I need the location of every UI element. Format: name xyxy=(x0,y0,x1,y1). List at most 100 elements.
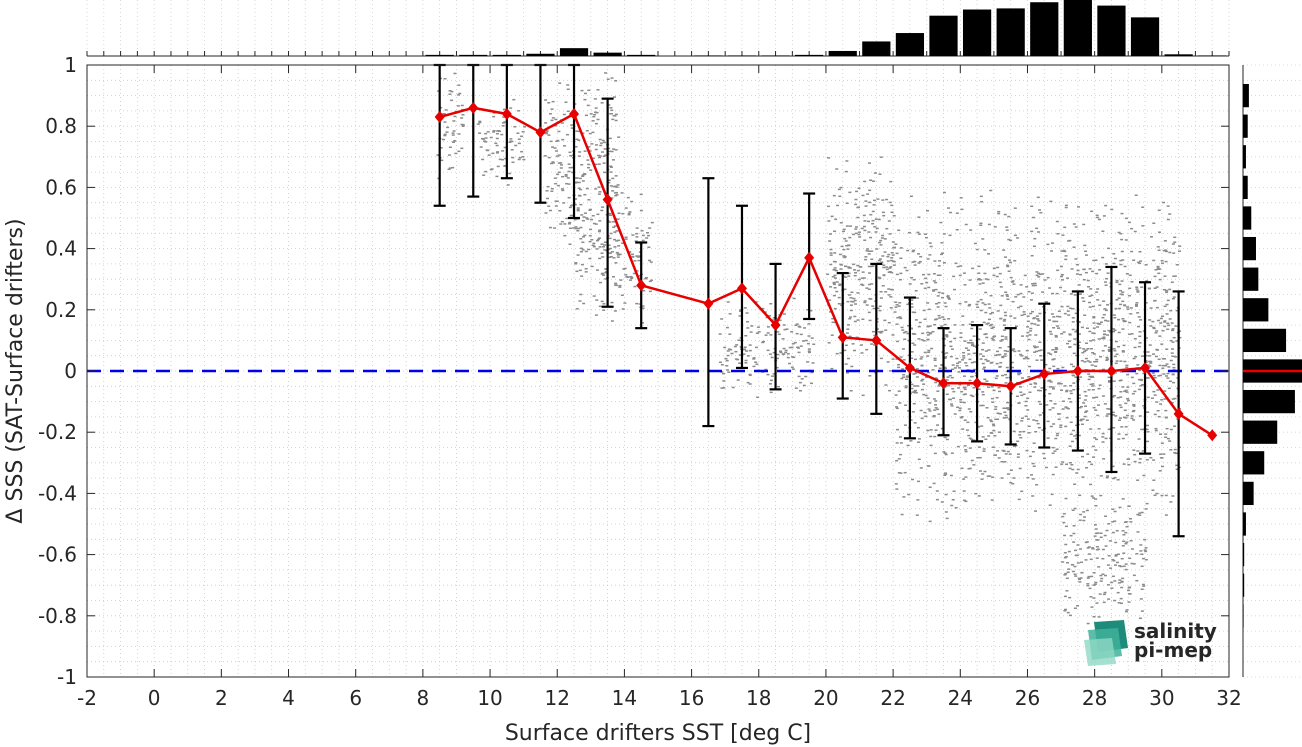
scatter-point xyxy=(911,342,915,344)
scatter-point xyxy=(1066,611,1070,614)
scatter-point xyxy=(799,345,803,347)
scatter-point xyxy=(1130,281,1134,283)
scatter-point xyxy=(1128,557,1132,560)
scatter-point xyxy=(1026,418,1030,420)
scatter-point xyxy=(863,300,867,302)
scatter-point xyxy=(949,474,953,477)
scatter-point xyxy=(743,346,747,348)
scatter-point xyxy=(1061,561,1065,563)
scatter-point xyxy=(984,291,988,294)
scatter-point xyxy=(1118,379,1122,382)
scatter-point xyxy=(544,99,548,101)
scatter-point xyxy=(615,186,619,188)
scatter-point xyxy=(971,343,975,346)
scatter-point xyxy=(1126,398,1130,400)
scatter-point xyxy=(1012,348,1016,350)
scatter-point xyxy=(949,345,953,348)
scatter-point xyxy=(443,121,447,123)
scatter-point xyxy=(1092,571,1096,574)
scatter-point xyxy=(487,154,491,156)
scatter-point xyxy=(501,150,505,152)
scatter-point xyxy=(1124,426,1128,428)
scatter-point xyxy=(1128,518,1132,520)
mean-marker xyxy=(636,279,647,292)
scatter-point xyxy=(1005,226,1009,228)
scatter-point xyxy=(574,182,578,184)
scatter-point xyxy=(1160,494,1164,497)
scatter-point xyxy=(1157,249,1161,252)
scatter-point xyxy=(904,385,908,387)
scatter-point xyxy=(969,339,973,342)
scatter-point xyxy=(846,328,850,330)
scatter-point xyxy=(955,228,959,231)
scatter-point xyxy=(878,305,882,307)
right-hist-bar xyxy=(1243,145,1246,169)
scatter-point xyxy=(551,117,555,119)
scatter-point xyxy=(1046,243,1050,246)
scatter-point xyxy=(1002,320,1006,322)
x-tick-label: 14 xyxy=(612,686,637,710)
scatter-point xyxy=(978,470,982,472)
scatter-point xyxy=(1027,338,1031,341)
scatter-point xyxy=(1127,399,1131,402)
scatter-point xyxy=(1088,361,1092,363)
scatter-point xyxy=(1089,558,1093,561)
scatter-point xyxy=(1161,201,1165,204)
scatter-point xyxy=(1130,250,1134,253)
scatter-point xyxy=(951,388,955,390)
scatter-point xyxy=(592,222,596,225)
scatter-point xyxy=(1174,452,1178,455)
scatter-point xyxy=(926,334,930,336)
scatter-point xyxy=(590,218,594,221)
scatter-point xyxy=(1173,448,1177,451)
scatter-point xyxy=(574,145,578,148)
scatter-point xyxy=(1138,335,1142,338)
scatter-point xyxy=(1104,204,1108,207)
scatter-point xyxy=(1074,575,1078,577)
scatter-point xyxy=(850,300,854,303)
scatter-point xyxy=(1013,350,1017,353)
scatter-point xyxy=(553,125,557,127)
scatter-point xyxy=(847,275,851,277)
scatter-point xyxy=(960,208,964,211)
scatter-point xyxy=(1140,511,1144,514)
scatter-point xyxy=(563,145,567,147)
top-hist-bar xyxy=(627,54,656,56)
scatter-point xyxy=(1048,379,1052,382)
scatter-point xyxy=(1101,256,1105,259)
scatter-point xyxy=(940,363,944,366)
scatter-point xyxy=(1106,320,1110,322)
scatter-point xyxy=(838,253,842,256)
scatter-point xyxy=(1092,584,1096,586)
scatter-point xyxy=(1005,376,1009,379)
x-tick-label: 24 xyxy=(948,686,973,710)
scatter-point xyxy=(1136,261,1140,264)
scatter-point xyxy=(1035,359,1039,361)
scatter-point xyxy=(999,340,1003,342)
scatter-point xyxy=(1049,353,1053,355)
scatter-point xyxy=(886,260,890,262)
y-tick-label: 0 xyxy=(64,359,77,383)
scatter-point xyxy=(1076,605,1080,607)
scatter-point xyxy=(782,324,786,326)
scatter-point xyxy=(1170,322,1174,324)
scatter-point xyxy=(544,212,548,214)
scatter-point xyxy=(1167,366,1171,368)
scatter-point xyxy=(850,365,854,368)
scatter-point xyxy=(954,262,958,265)
scatter-point xyxy=(556,184,560,187)
scatter-point xyxy=(854,272,858,274)
scatter-point xyxy=(991,446,995,448)
scatter-point xyxy=(865,348,869,351)
scatter-point xyxy=(1011,300,1015,303)
scatter-point xyxy=(927,308,931,311)
scatter-point xyxy=(894,483,898,485)
scatter-point xyxy=(766,349,770,352)
scatter-point xyxy=(1022,430,1026,433)
scatter-point xyxy=(520,150,524,153)
scatter-point xyxy=(879,239,883,242)
scatter-point xyxy=(1092,353,1096,355)
scatter-point xyxy=(1102,215,1106,217)
scatter-point xyxy=(581,236,585,238)
scatter-point xyxy=(1084,349,1088,352)
